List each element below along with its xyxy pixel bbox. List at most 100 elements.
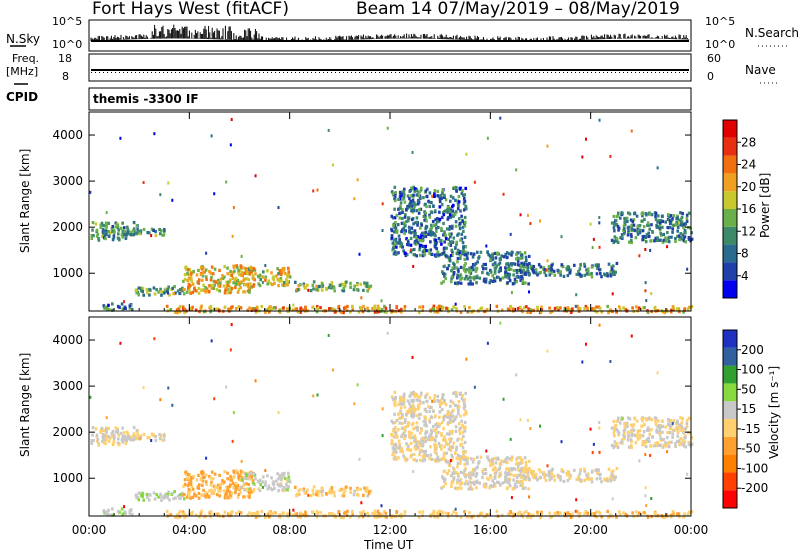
power-cell: [537, 263, 541, 267]
power-cell: [455, 251, 459, 255]
power-cell: [435, 253, 438, 257]
velocity-cell: [101, 428, 104, 433]
power-cell: [498, 261, 502, 265]
velocity-cell: [239, 471, 243, 475]
velocity-cell: [511, 455, 514, 460]
velocity-cell: [448, 418, 452, 422]
beam-date-title: Beam 14 07/May/2019 – 08/May/2019: [356, 0, 680, 19]
velocity-cell: [158, 433, 161, 437]
power-cell: [169, 307, 173, 312]
power-cell: [524, 258, 528, 263]
velocity-cell: [119, 431, 123, 435]
velocity-cell: [181, 510, 185, 514]
power-cell: [189, 272, 193, 276]
power-cell: [315, 284, 318, 288]
power-cell: [239, 264, 243, 269]
power-cell: [502, 255, 506, 259]
velocity-cell: [411, 435, 415, 439]
velocity-cell: [423, 418, 427, 422]
power-cell: [474, 269, 478, 273]
power-cell: [519, 305, 522, 310]
velocity-cell: [319, 511, 322, 515]
velocity-cell: [299, 515, 302, 519]
velocity-cell: [357, 515, 361, 519]
power-cell: [557, 270, 560, 275]
power-cell: [202, 310, 206, 314]
velocity-cell: [365, 487, 369, 491]
power-cell: [449, 208, 452, 212]
velocity-cell: [484, 467, 487, 472]
velocity-cell: [448, 464, 452, 468]
power-cell: [399, 307, 403, 312]
velocity-cell: [683, 433, 687, 438]
velocity-cell: [681, 438, 685, 442]
velocity-cell: [617, 510, 621, 514]
nave-dot: [279, 72, 280, 73]
velocity-cell: [286, 471, 290, 475]
power-cell: [228, 280, 231, 284]
velocity-cell: [202, 515, 206, 519]
power-cell: [163, 229, 166, 233]
power-cell: [111, 302, 114, 306]
power-cell: [430, 308, 434, 312]
velocity-cell: [204, 480, 208, 484]
velocity-cell: [526, 471, 529, 475]
velocity-cell: [380, 504, 383, 508]
velocity-cell: [105, 427, 108, 432]
velocity-cell: [216, 483, 220, 487]
velocity-cell: [676, 421, 679, 425]
power-cell: [159, 287, 162, 291]
power-cell: [460, 237, 464, 241]
power-cell: [355, 283, 359, 287]
power-cell: [154, 233, 158, 238]
power-cell: [394, 221, 397, 225]
velocity-cell: [230, 511, 233, 515]
power-cell: [160, 293, 163, 297]
power-cell: [595, 272, 599, 276]
power-cell: [346, 304, 349, 309]
power-cell: [456, 260, 459, 264]
power-cell: [213, 283, 216, 287]
power-cell: [617, 305, 621, 309]
power-cell: [452, 272, 456, 276]
power-cell: [484, 262, 487, 267]
power-cell: [630, 129, 633, 133]
power-cell: [459, 310, 463, 314]
velocity-cell: [638, 433, 642, 437]
velocity-cell: [169, 512, 173, 517]
velocity-cell: [278, 515, 282, 519]
velocity-cell: [410, 414, 413, 418]
velocity-cell: [230, 491, 234, 496]
velocity-cell: [452, 441, 456, 445]
velocity-cell: [135, 429, 139, 433]
power-cell: [635, 214, 639, 218]
velocity-cell: [403, 434, 407, 439]
power-cell: [207, 289, 211, 293]
power-cell: [188, 276, 191, 280]
power-cell: [680, 217, 683, 221]
power-cell: [473, 276, 476, 280]
power-cell: [550, 266, 553, 270]
velocity-cell: [449, 440, 452, 444]
velocity-cell: [449, 420, 452, 425]
power-cell: [262, 270, 265, 274]
colorbar-tick-label: -200: [741, 481, 768, 495]
velocity-cell: [523, 511, 526, 515]
velocity-cell: [225, 385, 228, 389]
power-cell: [451, 253, 454, 257]
power-cell: [659, 233, 663, 237]
colorbar-frame: [722, 329, 738, 509]
velocity-cell: [547, 469, 551, 474]
velocity-cell: [669, 418, 673, 423]
colorbar-tick-label: 16: [741, 202, 756, 216]
power-cell: [667, 240, 671, 244]
velocity-cell: [226, 477, 229, 481]
velocity-cell: [624, 422, 627, 426]
power-cell: [228, 285, 232, 289]
power-cell: [636, 225, 640, 229]
power-cell: [438, 197, 442, 202]
power-cell: [515, 280, 518, 284]
power-cell: [403, 229, 407, 234]
power-cell: [644, 248, 647, 252]
power-cell: [645, 233, 649, 237]
